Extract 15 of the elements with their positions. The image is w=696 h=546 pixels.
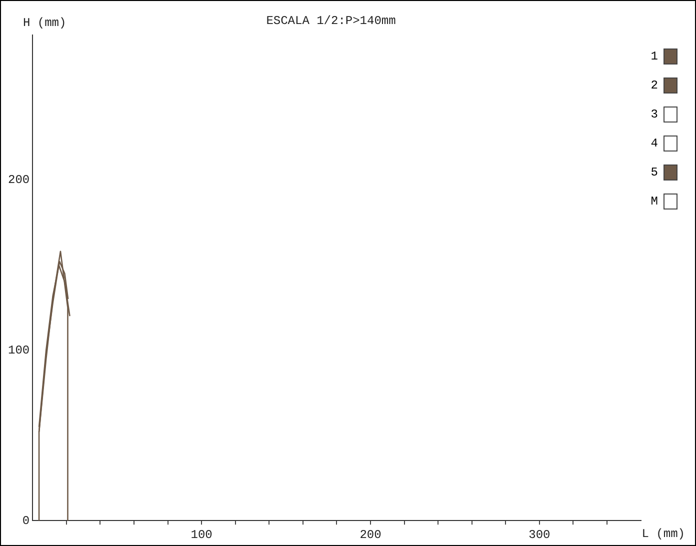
legend-label: 2 bbox=[650, 78, 658, 93]
chart-title: ESCALA 1/2:P>140mm bbox=[266, 14, 396, 28]
legend-label: 4 bbox=[650, 136, 658, 151]
y-tick-label: 100 bbox=[8, 343, 30, 358]
x-tick-label: 100 bbox=[190, 528, 212, 542]
legend-label: 3 bbox=[650, 108, 658, 122]
legend-label: 5 bbox=[650, 166, 658, 180]
y-tick-label: 200 bbox=[8, 173, 30, 187]
legend-label: M bbox=[650, 194, 658, 209]
x-axis-title: L (mm) bbox=[642, 527, 685, 542]
y-tick-label: 0 bbox=[22, 514, 30, 528]
legend-label: 1 bbox=[650, 50, 658, 64]
x-tick-label: 200 bbox=[360, 528, 382, 542]
x-tick-label: 300 bbox=[528, 528, 550, 542]
y-axis-title: H (mm) bbox=[23, 16, 66, 30]
